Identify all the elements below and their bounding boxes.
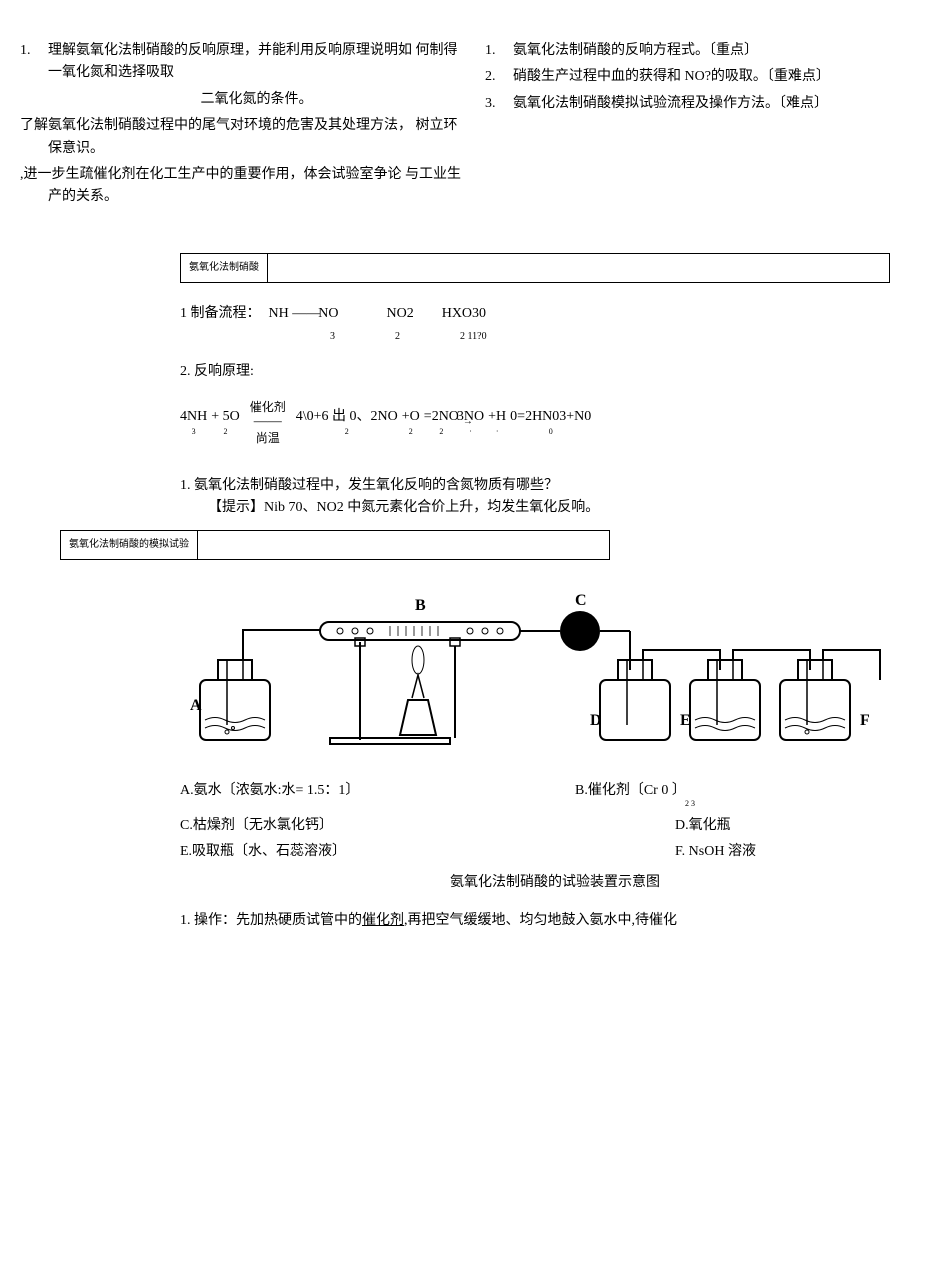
label-e: E (680, 712, 691, 729)
question-line: 1. 氨氧化法制硝酸过程中，发生氧化反响的含氮物质有哪些？ (180, 475, 930, 497)
section-label: 氨氧化法制硝酸的模拟试验 (60, 530, 198, 560)
section-2: 氨氧化法制硝酸的模拟试验 (60, 530, 910, 560)
left-obj-2: 了解氨氧化法制硝酸过程中的尾气对环境的危害及其处理方法， 树立环保意识。 (20, 115, 465, 160)
reaction-equation: 4NH 3 + 5O 2 催化剂 —— 尚温 4\0+6 出 0、2NO 2 +… (180, 400, 890, 446)
ball-c: C (560, 592, 630, 670)
section-header-1: 氨氧化法制硝酸 (180, 253, 890, 283)
flow-item: HXO30 (442, 303, 486, 325)
reagent-f: F. NsOH 溶液 (575, 841, 930, 863)
left-obj-3: ,进一步生疏催化剂在化工生产中的重要作用，体会试验室争论 与工业生产的关系。 (20, 164, 465, 209)
reagent-grid: A.氨水〔浓氨水:水= 1.5：1〕 B.催化剂〔Cr 0 〕 2 3 C.枯燥… (180, 780, 930, 864)
right-objectives: 1. 氨氧化法制硝酸的反响方程式。〔重点〕 2. 硝酸生产过程中血的获得和 NO… (485, 40, 930, 213)
flow-item: NH —— (269, 303, 321, 325)
op-underline: 催化剂 (362, 913, 404, 928)
hint-line: 【提示】Nib 70、NO2 中氮元素化合价上升，均发生氧化反响。 (180, 497, 930, 519)
obj-num: 1. (485, 43, 496, 58)
op-num: 1. (180, 913, 191, 928)
apparatus-diagram: A B (180, 580, 900, 760)
chem: +H · (488, 406, 506, 439)
obj-text: ,进一步生疏催化剂在化工生产中的重要作用，体会试验室争论 与工业生产的关系。 (20, 167, 461, 204)
flow-sub: 2 11?0 (460, 329, 487, 345)
obj-num: 3. (485, 96, 496, 111)
flow-item: NO (318, 303, 338, 325)
reaction-label: 2. 反响原理: (180, 361, 890, 383)
bottle-d: D (590, 660, 670, 740)
obj-text: 二氧化氮的条件。 (173, 92, 313, 107)
catalyst-label: 催化剂 —— 尚温 (250, 400, 286, 446)
op-label: 操作： (194, 913, 236, 928)
label-a: A (190, 697, 202, 714)
obj-num: 1. (20, 43, 31, 58)
chem: 3NO · (457, 406, 484, 439)
chem: + 5O 2 (211, 406, 240, 439)
obj-num: 2. (485, 69, 496, 84)
right-obj-1: 1. 氨氧化法制硝酸的反响方程式。〔重点〕 (485, 40, 930, 62)
obj-text: 氨氧化法制硝酸的反响方程式。〔重点〕 (513, 43, 758, 58)
chem: 4NH 3 (180, 406, 207, 439)
section-header-2: 氨氧化法制硝酸的模拟试验 (60, 530, 610, 560)
chem: +O 2 (402, 406, 420, 439)
hint-label: 【提示】 (208, 500, 264, 515)
chem: =2NO 2 (424, 406, 459, 439)
label-d: D (590, 712, 602, 729)
op-post: ,再把空气缓缓地、均匀地鼓入氨水中,待催化 (404, 913, 677, 928)
reagent-c: C.枯燥剂〔无水氯化钙〕 (180, 815, 535, 837)
chem: 0=2HN03+N0 0 (510, 406, 591, 439)
flow-sub: 3 (330, 329, 335, 345)
diagram-caption: 氨氧化法制硝酸的试验装置示意图 (180, 872, 930, 894)
label-f: F (860, 712, 870, 729)
bottle-e: E (680, 660, 760, 740)
q-text: 氨氧化法制硝酸过程中，发生氧化反响的含氮物质有哪些？ (194, 478, 558, 493)
label-b: B (415, 597, 426, 614)
reagent-b: B.催化剂〔Cr 0 〕 2 3 (575, 780, 930, 811)
right-obj-3: 3. 氨氧化法制硝酸模拟试验流程及操作方法。〔难点〕 (485, 93, 930, 115)
flow-item: NO2 (386, 303, 413, 325)
section-label: 氨氧化法制硝酸 (180, 253, 268, 283)
operation-line: 1. 操作：先加热硬质试管中的催化剂,再把空气缓缓地、均匀地鼓入氨水中,待催化 (180, 910, 930, 932)
reagent-e: E.吸取瓶〔水、石蕊溶液〕 (180, 841, 535, 863)
left-objectives: 1. 理解氨氧化法制硝酸的反响原理，并能利用反响原理说明如 何制得一氧化氮和选择… (20, 40, 465, 213)
obj-text: 氨氧化法制硝酸模拟试验流程及操作方法。〔难点〕 (513, 96, 828, 111)
obj-text: 硝酸生产过程中血的获得和 NO?的吸取。〔重难点〕 (513, 69, 830, 84)
flow-sub-line: 3 2 2 11?0 (330, 329, 890, 345)
reagent-a: A.氨水〔浓氨水:水= 1.5：1〕 (180, 780, 535, 811)
flow-line: 1 制备流程： NH —— NO NO2 HXO30 (180, 303, 890, 325)
q-num: 1. (180, 478, 191, 493)
op-pre: 先加热硬质试管中的 (236, 913, 362, 928)
tube-b: B (320, 597, 520, 640)
stand-burner (330, 638, 460, 744)
left-obj-1b: 二氧化氮的条件。 (20, 89, 465, 111)
right-obj-2: 2. 硝酸生产过程中血的获得和 NO?的吸取。〔重难点〕 (485, 66, 930, 88)
objectives-section: 1. 理解氨氧化法制硝酸的反响原理，并能利用反响原理说明如 何制得一氧化氮和选择… (20, 40, 930, 213)
chem: 4\0+6 出 0、2NO 2 (296, 406, 398, 439)
bottle-f: F (780, 660, 870, 740)
bottle-a: A (190, 660, 270, 740)
label-c: C (575, 592, 587, 609)
hint-text: Nib 70、NO2 中氮元素化合价上升，均发生氧化反响。 (264, 500, 599, 515)
flow-label: 1 制备流程： (180, 303, 261, 325)
obj-text: 了解氨氧化法制硝酸过程中的尾气对环境的危害及其处理方法， 树立环保意识。 (20, 118, 458, 155)
flow-sub: 2 (395, 329, 400, 345)
apparatus-svg: A B (180, 580, 900, 760)
question-block: 1. 氨氧化法制硝酸过程中，发生氧化反响的含氮物质有哪些？ 【提示】Nib 70… (180, 475, 930, 520)
section-line (268, 253, 890, 283)
section-line (198, 530, 610, 560)
section-1: 氨氧化法制硝酸 1 制备流程： NH —— NO NO2 HXO30 3 2 2… (180, 253, 890, 445)
reagent-d: D.氧化瓶 (575, 815, 930, 837)
left-obj-1: 1. 理解氨氧化法制硝酸的反响原理，并能利用反响原理说明如 何制得一氧化氮和选择… (20, 40, 465, 85)
obj-text: 理解氨氧化法制硝酸的反响原理，并能利用反响原理说明如 何制得一氧化氮和选择吸取 (48, 43, 458, 80)
